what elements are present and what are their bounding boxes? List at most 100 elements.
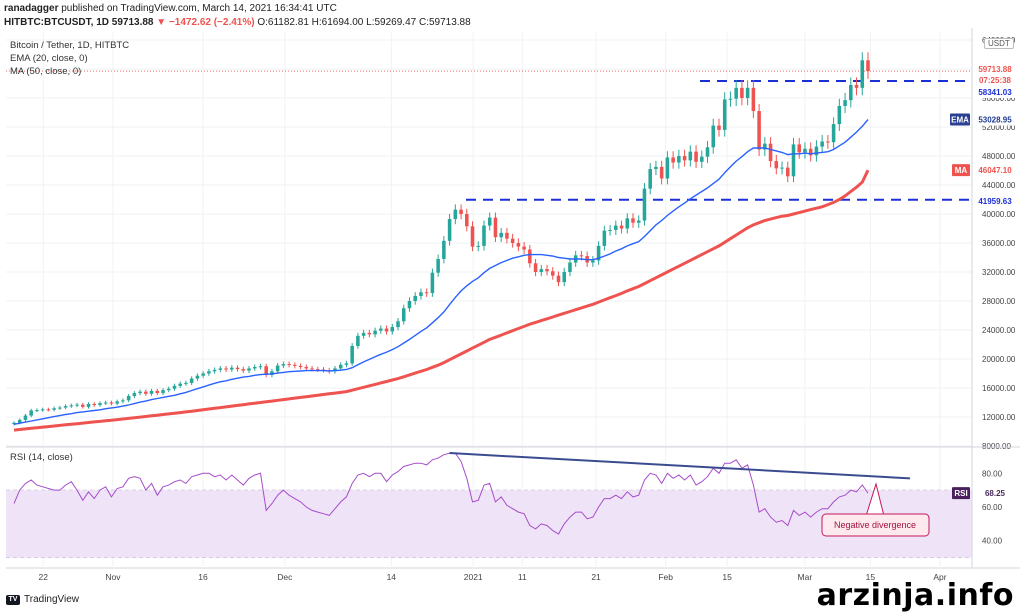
candle-body	[252, 366, 257, 369]
rsi-label[interactable]: RSI (14, close)	[10, 452, 73, 463]
horizontal-levels	[6, 70, 972, 201]
y-tick-label: 20000.00	[982, 355, 1016, 364]
candle-body	[866, 60, 870, 72]
candle-body	[63, 406, 68, 408]
tradingview-brand[interactable]: TV TradingView	[6, 594, 79, 605]
symbol[interactable]: HITBTC:BTCUSDT, 1D	[4, 17, 109, 28]
ma-value-tag[interactable]: 46047.10	[978, 166, 1012, 175]
candle-body	[178, 383, 182, 386]
candle-body	[201, 373, 205, 376]
candle-body	[722, 99, 727, 130]
watermark: arzinja.info	[816, 578, 1014, 613]
candle-body	[86, 403, 91, 407]
candle-body	[625, 218, 630, 229]
resistance-tag-bg	[973, 86, 1017, 99]
candle-body	[482, 225, 486, 246]
candle-body	[849, 84, 853, 101]
candle-body	[184, 382, 188, 384]
candle-body	[826, 141, 830, 143]
countdown-tag[interactable]: 07:25:38	[979, 76, 1012, 85]
candle-body	[808, 148, 813, 156]
candle-body	[820, 141, 824, 147]
y-tick-label: 48000.00	[982, 152, 1016, 161]
publisher-line: ranadagger published on TradingView.com,…	[4, 3, 337, 14]
candle-body	[745, 87, 750, 98]
candle-body	[310, 368, 314, 370]
candle-body	[751, 87, 756, 112]
x-tick-label: Apr	[933, 572, 946, 582]
candle-body	[797, 144, 801, 153]
candle-body	[338, 364, 343, 369]
candle-body	[230, 367, 234, 370]
candle-body	[92, 403, 97, 406]
candle-body	[103, 402, 108, 404]
candle-body	[654, 166, 658, 170]
rsi-line	[13, 452, 869, 535]
candle-body	[75, 404, 79, 406]
candle-body	[58, 407, 62, 409]
annotation-text: Negative divergence	[834, 520, 916, 530]
rsi-tick-label: 80.00	[982, 469, 1003, 478]
candle-body	[430, 272, 435, 294]
publisher-name[interactable]: ranadagger	[4, 3, 59, 14]
resistance-tag[interactable]: 58341.03	[978, 88, 1012, 97]
ema-value-tag[interactable]: 53028.95	[978, 116, 1012, 125]
candle-body	[373, 330, 377, 335]
candle-body	[344, 363, 349, 365]
chart-title[interactable]: Bitcoin / Tether, 1D, HITBTC	[10, 40, 130, 51]
candle-body	[694, 151, 698, 162]
last-price-tag-bg	[973, 63, 1017, 76]
x-tick-label: Nov	[105, 572, 121, 582]
candle-body	[367, 332, 372, 335]
ema-label[interactable]: EMA (20, close, 0)	[10, 53, 88, 64]
ma-name-tag[interactable]: MA	[955, 166, 968, 175]
rsi-band	[6, 490, 972, 558]
candle-body	[413, 295, 417, 301]
candle-body	[636, 220, 641, 223]
x-tick-label: 14	[387, 572, 397, 582]
candle-body	[659, 166, 664, 179]
candle-body	[596, 245, 601, 261]
candle-body	[144, 391, 148, 394]
last-price-tag[interactable]: 59713.88	[978, 65, 1012, 74]
candle-body	[803, 148, 807, 153]
symbol-line: HITBTC:BTCUSDT, 1D 59713.88 ▼ −1472.62 (…	[4, 17, 471, 28]
annotation-box[interactable]	[821, 513, 930, 537]
x-tick-label: 11	[518, 572, 527, 582]
annotation-pointer	[865, 482, 885, 517]
support-tag[interactable]: 41959.63	[978, 197, 1012, 206]
candle-body	[843, 100, 847, 106]
ema-line	[13, 119, 869, 425]
candle-body	[287, 364, 291, 366]
candle-body	[293, 364, 297, 366]
candle-body	[212, 369, 217, 372]
rsi-name-tag[interactable]: RSI	[954, 489, 967, 498]
currency-badge[interactable]: USDT	[984, 38, 1014, 49]
candle-body	[275, 365, 280, 372]
candle-body	[304, 366, 309, 369]
y-tick-label: 44000.00	[982, 181, 1016, 190]
ma-value-tag-bg	[973, 164, 1017, 177]
candle-body	[740, 87, 744, 98]
x-tick-label: Feb	[658, 572, 673, 582]
y-tick-label: 52000.00	[982, 123, 1016, 132]
candle-body	[224, 368, 228, 370]
candle-body	[35, 410, 39, 412]
candle-body	[705, 147, 710, 157]
ma-label[interactable]: MA (50, close, 0)	[10, 66, 82, 77]
candle-body	[126, 395, 131, 401]
divergence-trend-line	[449, 452, 911, 480]
rsi-value-tag[interactable]: 68.25	[985, 489, 1006, 498]
x-tick-label: Dec	[277, 572, 293, 582]
candle-body	[247, 368, 251, 371]
y-tick-label: 12000.00	[982, 413, 1016, 422]
candle-body	[235, 367, 240, 370]
y-tick-label: 28000.00	[982, 297, 1016, 306]
candle-body	[155, 390, 160, 394]
candle-body	[465, 214, 469, 227]
ema-name-tag[interactable]: EMA	[951, 116, 969, 125]
candle-body	[52, 408, 56, 410]
y-tick-label: 16000.00	[982, 384, 1016, 393]
candle-body	[556, 275, 561, 283]
